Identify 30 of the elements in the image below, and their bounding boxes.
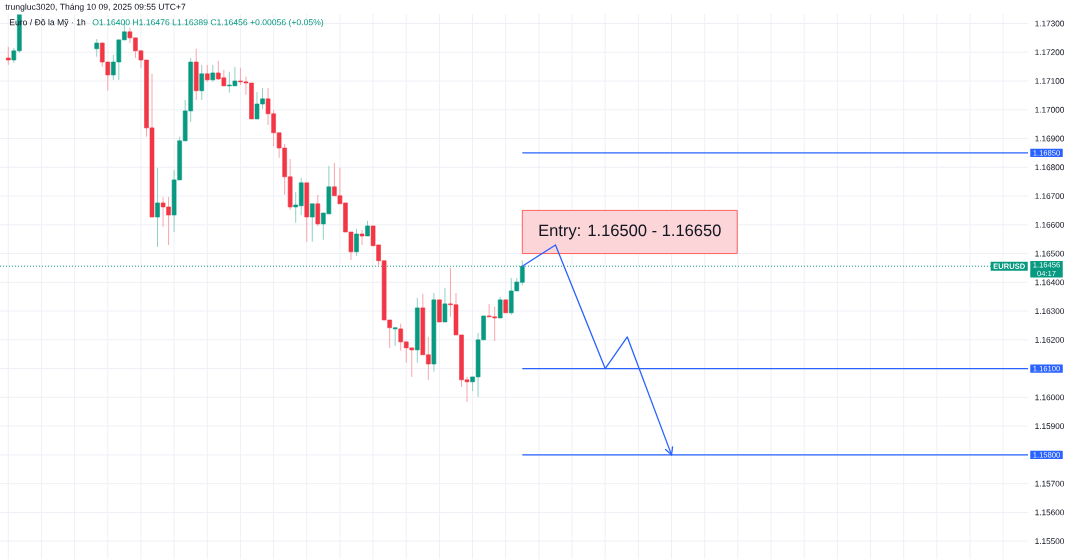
y-tick-label: 1.16700: [1035, 193, 1065, 199]
y-tick-label: 1.16000: [1035, 394, 1065, 401]
y-tick-label: 1.16900: [1035, 135, 1065, 142]
y-tick-label: 1.16300: [1035, 308, 1065, 314]
y-tick-label: 1.17100: [1035, 78, 1065, 84]
y-tick-label: 1.17200: [1035, 49, 1065, 56]
chart-title: trungluc3020, Tháng 10 09, 2025 09:55 UTC+7: [5, 3, 186, 12]
y-tick-label: 1.16600: [1035, 221, 1065, 228]
y-tick-label: 1.17000: [1035, 106, 1065, 113]
y-tick-label: 1.17300: [1035, 20, 1065, 27]
candlestick: [359, 229, 365, 246]
candlestick: [354, 228, 359, 257]
candlestick: [437, 299, 442, 323]
candlestick: [497, 296, 503, 319]
candlestick: [442, 287, 448, 323]
band-label: Entry: 1.16500 - 1.16650: [539, 224, 721, 240]
y-tick-label: 1.16500: [1035, 250, 1065, 257]
candlestick: [199, 64, 205, 101]
candlestick: [155, 167, 160, 248]
y-tick-label: 1.15900: [1035, 423, 1065, 430]
y-tick-label: 1.16200: [1035, 336, 1065, 343]
y-tick-label: 1.15700: [1035, 480, 1065, 487]
y-tick-label: 1.16400: [1035, 279, 1065, 286]
y-tick-label: 1.15600: [1035, 509, 1065, 516]
candlestick: [309, 203, 315, 243]
annotation: O1.16400 H1.16476 L1.16389 C1.16456 +0.00056 (+0.05%): [92, 18, 324, 27]
candlestick: [315, 194, 321, 227]
y-tick-label: 1.15500: [1035, 538, 1065, 545]
candlestick: [6, 46, 11, 66]
y-tick-label: 1.16800: [1035, 164, 1065, 171]
